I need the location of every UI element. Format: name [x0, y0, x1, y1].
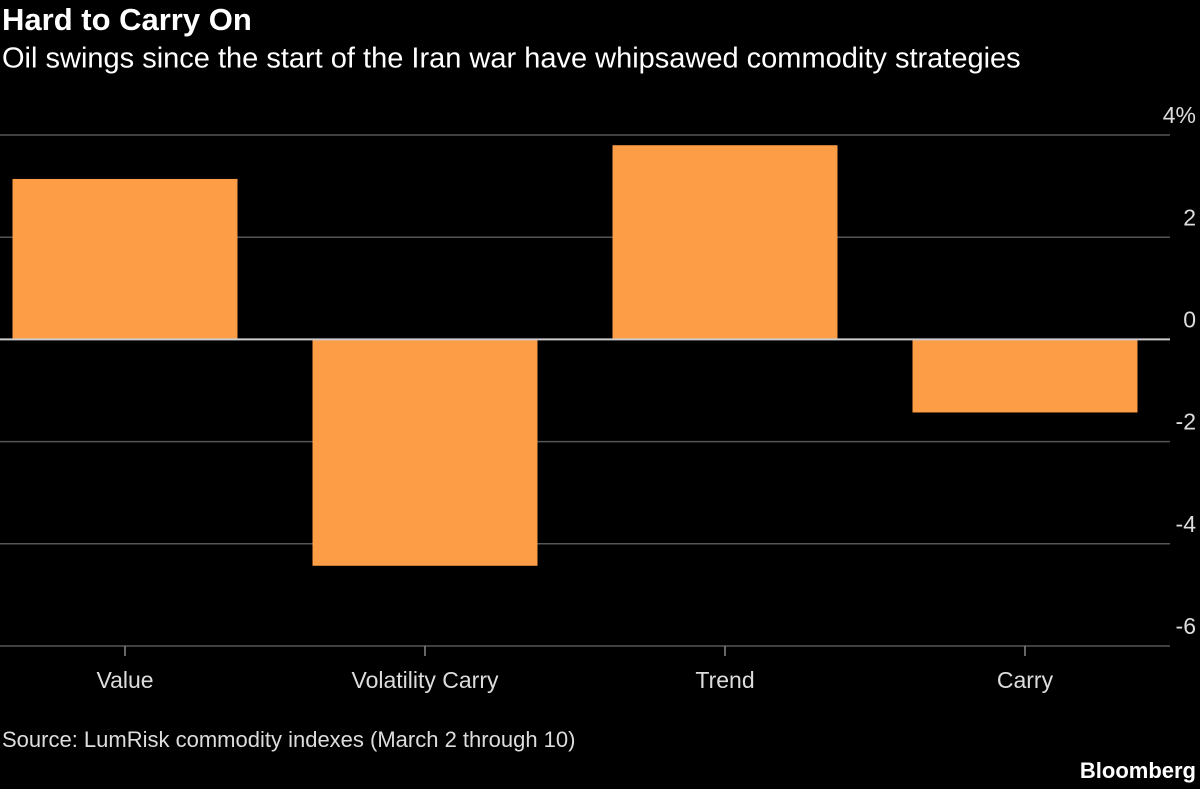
y-tick-label: 0 — [1183, 306, 1196, 332]
x-tick-label: Carry — [997, 667, 1054, 693]
brand: Bloomberg — [1080, 758, 1196, 783]
y-tick-label: -4 — [1176, 511, 1197, 537]
x-tick-label: Volatility Carry — [352, 667, 499, 693]
chart-subtitle: Oil swings since the start of the Iran w… — [2, 43, 1021, 75]
x-tick-label: Trend — [695, 667, 754, 693]
x-tick-label: Value — [96, 667, 153, 693]
bar — [312, 339, 538, 566]
bar — [612, 145, 838, 340]
bar — [12, 178, 238, 340]
y-tick-label: -2 — [1176, 409, 1196, 435]
bar — [912, 339, 1138, 413]
source-note: Source: LumRisk commodity indexes (March… — [2, 727, 575, 752]
y-tick-label: -6 — [1176, 613, 1196, 639]
y-tick-label: 4% — [1163, 102, 1196, 128]
y-tick-label: 2 — [1183, 204, 1196, 230]
chart-title: Hard to Carry On — [2, 2, 252, 37]
